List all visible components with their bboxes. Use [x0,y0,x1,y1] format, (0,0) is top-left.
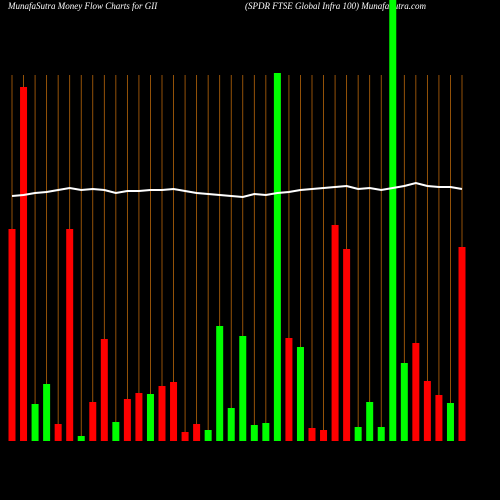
bar [77,436,85,441]
bar [320,430,328,441]
bar [193,424,201,441]
bar [458,247,466,441]
bar [389,0,397,441]
bar [181,432,189,441]
chart-title: MunafaSutra Money Flow Charts for GII [7,1,158,11]
bar [54,424,62,441]
price-line [11,181,463,199]
bar [412,343,420,441]
bar [354,427,362,441]
bar [43,384,51,441]
bar [146,394,154,441]
bar [423,381,431,441]
bar [435,395,443,441]
bar [239,336,247,441]
bar [377,427,385,441]
bar [204,430,212,441]
bar [170,382,178,441]
bar [262,423,270,441]
bar [343,249,351,441]
bar [366,402,374,441]
bar [250,425,258,441]
bar [20,87,28,441]
bar [308,428,316,441]
bar [112,422,120,441]
bar [158,386,166,441]
bar [216,326,224,441]
bar [296,347,304,441]
bar [331,225,339,441]
bar [400,363,408,441]
bar [31,404,39,441]
bar [89,402,97,441]
bar [227,408,235,441]
bar [66,229,74,441]
bar [135,393,143,441]
bar [8,229,16,441]
bar [285,338,293,441]
bar [273,73,281,441]
chart-subtitle: (SPDR FTSE Global Infra 100) MunafaSutra… [245,1,426,11]
bar [446,403,454,441]
bar [123,399,131,441]
bar [100,339,108,441]
